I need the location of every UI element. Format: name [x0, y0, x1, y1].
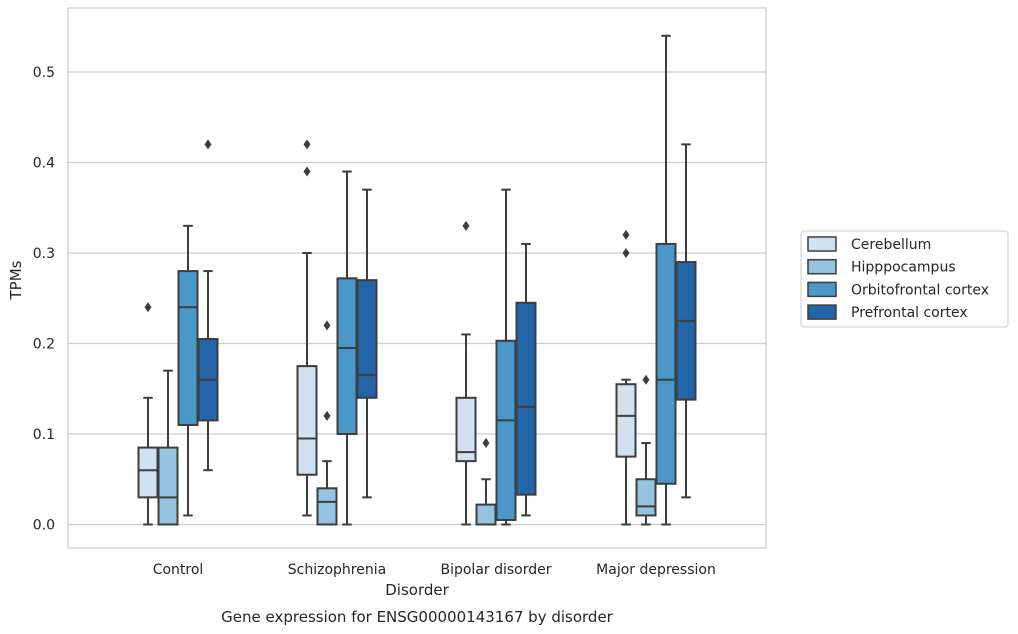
legend-label: Prefrontal cortex	[851, 305, 968, 321]
legend-label: Hipppocampus	[851, 260, 956, 276]
box-orbitofrontal-cortex	[655, 34, 677, 526]
x-tick-label: Major depression	[596, 562, 716, 578]
box-iqr	[137, 446, 159, 499]
box-hipppocampus	[475, 438, 497, 526]
y-tick-label: 0.0	[33, 518, 55, 534]
outlier-point	[303, 166, 311, 177]
y-tick-label: 0.2	[33, 337, 55, 353]
box-cerebellum	[296, 139, 318, 517]
chart-caption: Gene expression for ENSG00000143167 by d…	[221, 608, 614, 626]
x-tick-label: Bipolar disorder	[440, 562, 551, 578]
box-orbitofrontal-cortex	[177, 224, 199, 517]
y-axis-label: TPMs	[7, 260, 25, 300]
box-iqr	[475, 503, 497, 526]
box-cerebellum	[455, 220, 477, 526]
legend: Cerebellum Hipppocampus Orbitofrontal cort…	[800, 230, 1009, 328]
box-iqr	[316, 487, 338, 526]
x-axis-label: Disorder	[385, 581, 449, 599]
box-hipppocampus	[635, 374, 657, 526]
box-prefrontal-cortex	[675, 143, 697, 499]
outlier-point	[323, 320, 331, 331]
box-iqr	[177, 270, 199, 426]
legend-swatch	[807, 258, 837, 275]
y-axis-ticks: 0.0 0.1 0.2 0.3 0.4 0.5	[33, 65, 55, 534]
y-tick-label: 0.3	[33, 246, 55, 262]
y-tick-label: 0.4	[33, 156, 55, 172]
box-iqr	[336, 277, 358, 435]
legend-swatch	[807, 304, 837, 320]
box-iqr	[296, 365, 318, 476]
legend-label: Orbitofrontal cortex	[851, 282, 989, 298]
outlier-point	[323, 410, 331, 421]
y-tick-label: 0.5	[33, 65, 55, 81]
box-prefrontal-cortex	[356, 188, 378, 499]
outlier-point	[144, 302, 152, 313]
box-hipppocampus	[316, 320, 338, 526]
legend-swatch	[807, 281, 837, 298]
outlier-point	[303, 139, 311, 150]
x-tick-label: Control	[153, 562, 204, 578]
outlier-point	[622, 248, 630, 258]
x-tick-label: Schizophrenia	[288, 562, 386, 578]
outlier-point	[622, 229, 630, 240]
box-hipppocampus	[157, 369, 179, 526]
outlier-point	[462, 220, 470, 231]
legend-frame	[800, 230, 1009, 328]
box-prefrontal-cortex	[197, 139, 219, 472]
box-prefrontal-cortex	[515, 242, 537, 517]
box-orbitofrontal-cortex	[336, 170, 358, 526]
box-iqr	[356, 279, 378, 399]
legend-swatch	[807, 236, 837, 252]
x-axis-ticks: Control Schizophrenia Bipolar disorder Majo…	[153, 562, 716, 578]
box-iqr	[157, 446, 179, 526]
box-iqr	[515, 301, 537, 496]
box-cerebellum	[615, 229, 637, 526]
box-orbitofrontal-cortex	[495, 188, 517, 526]
outlier-point	[642, 374, 650, 385]
legend-label: Cerebellum	[851, 237, 931, 253]
box-iqr	[675, 261, 697, 401]
box-groups	[137, 34, 697, 526]
outlier-point	[204, 139, 212, 150]
box-iqr	[635, 478, 657, 517]
box-iqr	[495, 339, 517, 521]
box-iqr	[615, 383, 637, 458]
box-iqr	[655, 242, 677, 485]
outlier-point	[482, 438, 490, 449]
y-tick-label: 0.1	[33, 427, 55, 443]
box-iqr	[455, 396, 477, 463]
